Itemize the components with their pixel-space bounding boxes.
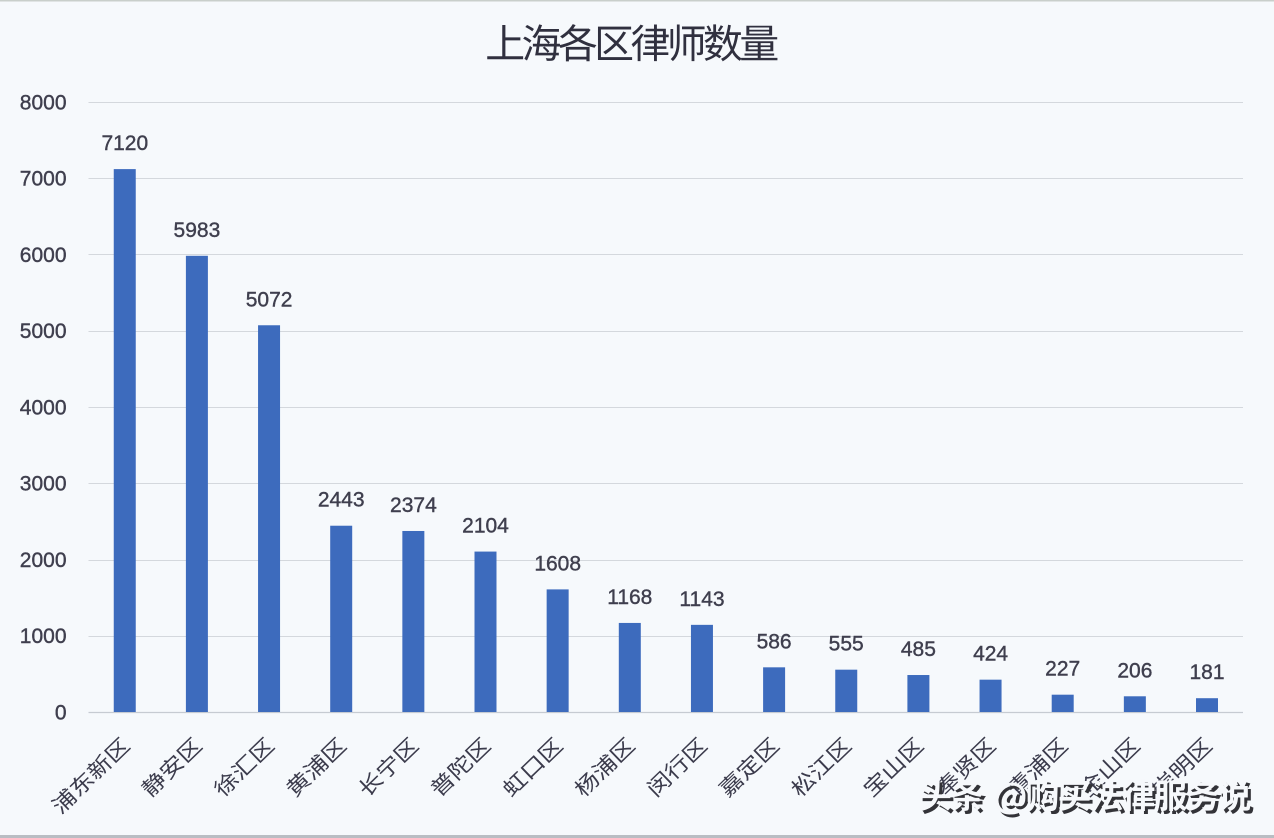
svg-text:2104: 2104 — [462, 515, 509, 538]
svg-text:1168: 1168 — [607, 586, 652, 609]
svg-text:8000: 8000 — [20, 91, 67, 114]
svg-text:1000: 1000 — [20, 625, 67, 648]
svg-text:485: 485 — [901, 638, 936, 661]
svg-text:4000: 4000 — [20, 396, 67, 419]
svg-text:2374: 2374 — [390, 494, 437, 517]
svg-text:7120: 7120 — [101, 132, 148, 155]
svg-text:181: 181 — [1189, 661, 1224, 684]
svg-text:206: 206 — [1117, 659, 1152, 682]
svg-text:1143: 1143 — [679, 588, 724, 611]
svg-text:2000: 2000 — [20, 549, 67, 572]
svg-text:7000: 7000 — [20, 168, 67, 191]
svg-text:1608: 1608 — [534, 552, 581, 575]
svg-text:586: 586 — [757, 630, 792, 653]
svg-text:5072: 5072 — [246, 288, 293, 311]
svg-text:555: 555 — [829, 633, 864, 656]
svg-text:6000: 6000 — [20, 244, 67, 267]
svg-text:0: 0 — [55, 701, 67, 724]
svg-text:3000: 3000 — [20, 473, 67, 496]
svg-text:2443: 2443 — [318, 489, 365, 512]
svg-text:227: 227 — [1045, 658, 1080, 681]
svg-text:5000: 5000 — [20, 320, 67, 343]
svg-text:5983: 5983 — [174, 219, 221, 242]
svg-text:424: 424 — [973, 643, 1008, 666]
